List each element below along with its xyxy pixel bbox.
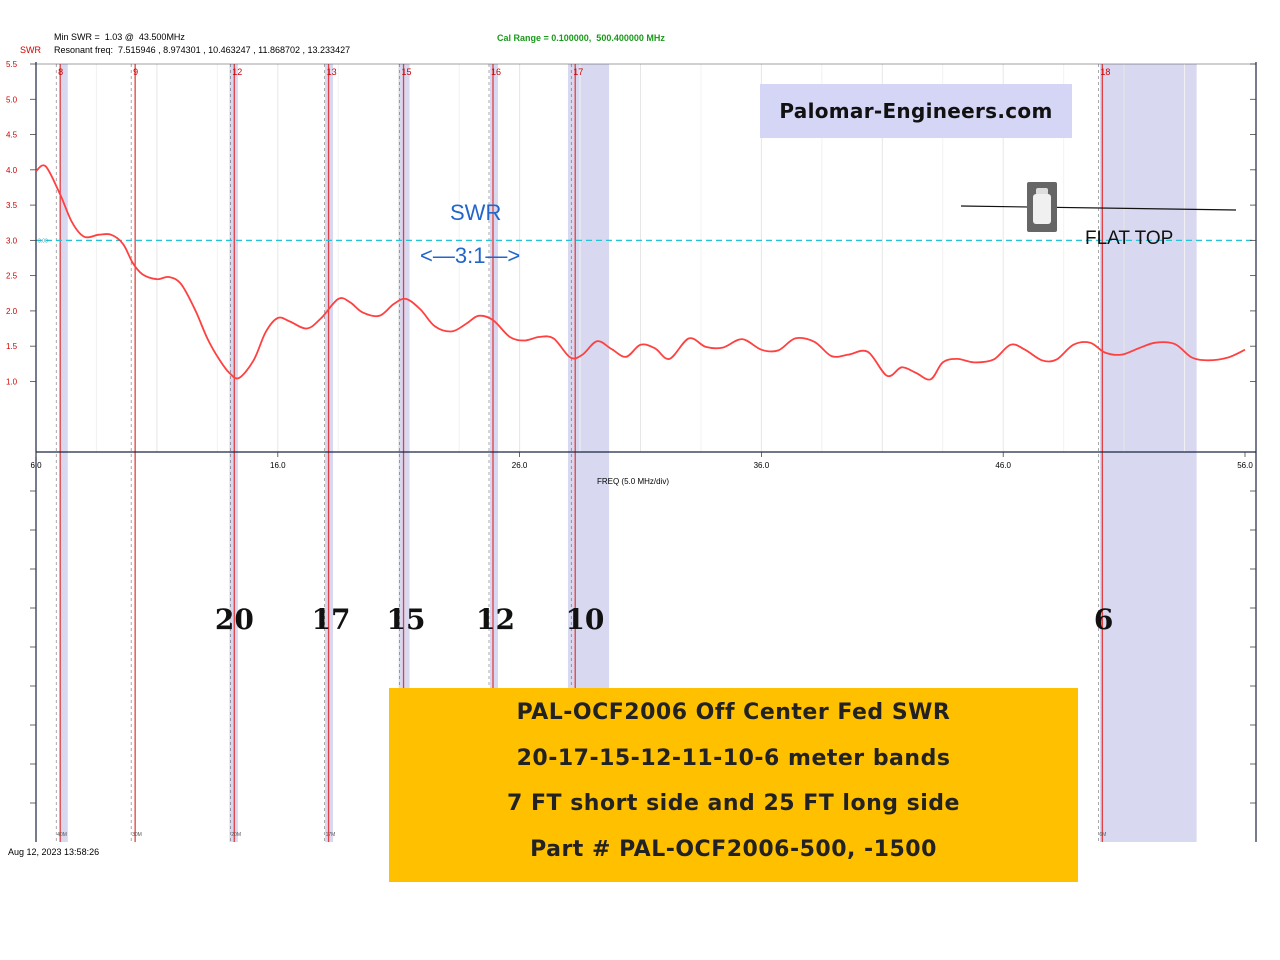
reference-line-label: 3.00 (38, 238, 48, 244)
swr-curve-group (35, 164, 1246, 381)
x-tick-label: 26.0 (512, 461, 528, 470)
y-tick-label: 1.5 (6, 342, 18, 351)
x-tick-label: 6.0 (30, 461, 42, 470)
min-swr-readout: Min SWR = 1.03 @ 43.500MHz (54, 32, 185, 42)
info-line-part-number: Part # PAL-OCF2006-500, -1500 (530, 836, 937, 862)
marker-number-label: 18 (1100, 67, 1110, 77)
axes-group: 1.0 1.5 2.0 2.5 3.0 3.5 4.0 4.5 5.0 5.5 6.0 16.0 26.… (6, 60, 1257, 842)
swr-annotation: SWR (450, 200, 502, 225)
marker-band-small-label: 17M (326, 832, 336, 838)
swr-ratio-annotation: <—3:1—> (420, 243, 521, 268)
x-axis-label: FREQ (5.0 MHz/div) (597, 477, 669, 486)
band-label-6: 6 (1093, 603, 1114, 636)
flat-top-wire (960, 205, 1237, 211)
marker-number-label: 13 (327, 67, 337, 77)
x-tick-label: 36.0 (754, 461, 770, 470)
reference-line-group: 3.00 (36, 238, 1256, 244)
band-label-12: 12 (476, 603, 515, 636)
x-tick-label: 46.0 (995, 461, 1011, 470)
info-line-title: PAL-OCF2006 Off Center Fed SWR (516, 700, 951, 726)
y-tick-label: 2.0 (6, 307, 18, 316)
band-region (1099, 64, 1197, 842)
y-tick-label: 1.0 (6, 377, 18, 386)
marker-band-small-label: 30M (132, 832, 142, 838)
y-tick-label: 3.5 (6, 201, 18, 210)
x-tick-label: 56.0 (1237, 461, 1253, 470)
antenna-cap (1036, 188, 1048, 195)
band-label-15: 15 (386, 603, 426, 636)
brand-text: Palomar-Engineers.com (779, 99, 1053, 123)
band-label-20: 20 (214, 603, 254, 636)
marker-number-label: 9 (133, 67, 138, 77)
y-tick-label: 2.5 (6, 272, 18, 281)
marker-number-label: 8 (58, 67, 63, 77)
x-tick-label: 16.0 (270, 461, 286, 470)
info-line-bands: 20-17-15-12-11-10-6 meter bands (516, 745, 951, 771)
marker-number-label: 12 (232, 67, 242, 77)
brand-banner: Palomar-Engineers.com (760, 84, 1072, 138)
marker-number-label: 16 (491, 67, 501, 77)
marker-band-small-label: 20M (231, 832, 241, 838)
info-line-dimensions: 7 FT short side and 25 FT long side (507, 791, 960, 817)
resonant-freq-readout: Resonant freq: 7.515946 , 8.974301 , 10.… (54, 45, 351, 55)
antenna-body (1033, 194, 1051, 224)
band-region (59, 64, 68, 842)
marker-number-label: 17 (573, 67, 583, 77)
balun-antenna-icon (1027, 182, 1057, 232)
band-label-17: 17 (311, 603, 351, 636)
y-tick-label: 4.0 (6, 166, 18, 175)
info-box: PAL-OCF2006 Off Center Fed SWR 20-17-15-… (389, 688, 1078, 882)
marker-number-label: 15 (402, 67, 412, 77)
y-tick-label: 5.5 (6, 60, 18, 69)
band-label-10: 10 (565, 603, 605, 636)
marker-band-small-label: 40M (57, 832, 67, 838)
y-tick-label: 3.0 (6, 236, 18, 245)
swr-curve (35, 164, 1246, 381)
timestamp: Aug 12, 2023 13:58:26 (8, 847, 100, 857)
swr-tag: SWR (20, 45, 41, 55)
y-tick-label: 5.0 (6, 95, 18, 104)
band-region (489, 64, 498, 842)
y-tick-label: 4.5 (6, 131, 18, 140)
marker-band-small-label: 6M (1099, 832, 1106, 838)
flat-top-label: FLAT TOP (1085, 228, 1174, 249)
cal-range-readout: Cal Range = 0.100000, 500.400000 MHz (497, 33, 665, 43)
